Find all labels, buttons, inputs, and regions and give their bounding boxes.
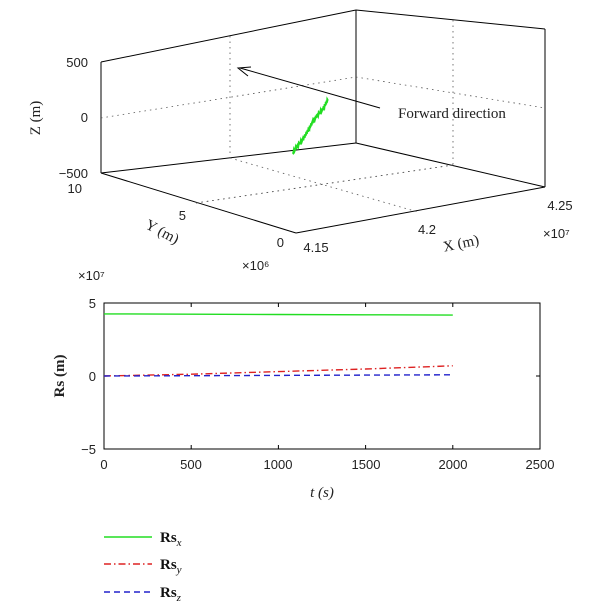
x-tick-label: 4.2 [418, 222, 436, 237]
x-tick-label: 4.25 [547, 198, 572, 213]
x-tick-label: 500 [180, 457, 202, 472]
y-tick-label: 5 [89, 296, 96, 311]
y-axis-label: Rs (m) [52, 355, 68, 398]
y-multiplier: ×10⁷ [78, 268, 105, 283]
legend-label-sub: y [176, 564, 182, 576]
forward-arrow [236, 66, 381, 109]
legend-label-sub: x [176, 537, 182, 549]
x-multiplier: ×10⁷ [543, 226, 570, 241]
legend-label-main: Rs [160, 530, 177, 546]
svg-text:Rsy: Rsy [160, 557, 182, 576]
x-tick-label: 0 [100, 457, 107, 472]
svg-text:Rsz: Rsz [160, 585, 182, 604]
y-tick-label: −5 [81, 442, 96, 457]
box-edge [355, 142, 546, 188]
x-tick-label: 1500 [352, 457, 381, 472]
trajectory-3d-line [292, 96, 329, 155]
legend-item-rs-x: Rsx [104, 530, 182, 549]
legend-item-rs-z: Rsz [104, 585, 182, 604]
x-tick-label: 1000 [264, 457, 293, 472]
series-rs-y-line [103, 365, 453, 377]
plot-3d: 500 0 −500 10 5 0 4.15 4.2 4.25 ×10⁷ ×10… [28, 9, 573, 273]
legend-label-main: Rs [160, 585, 177, 601]
x-tick-label: 2500 [526, 457, 555, 472]
box-edge [100, 9, 357, 63]
legend-label-main: Rs [160, 557, 177, 573]
legend-item-rs-y: Rsy [104, 557, 182, 576]
grid-3d [100, 20, 546, 213]
y-tick-label: 0 [277, 235, 284, 250]
z-tick-label: −500 [59, 166, 88, 181]
box-edge [100, 172, 297, 234]
y-tick-label: 5 [179, 208, 186, 223]
forward-direction-annotation: Forward direction [398, 106, 506, 122]
y-multiplier: ×10⁶ [242, 258, 269, 273]
y-axis-label: Y (m) [142, 217, 181, 248]
y-tick-label: 10 [68, 181, 82, 196]
x-axis-label: t (s) [310, 485, 334, 501]
box-edge [100, 142, 357, 174]
z-tick-label: 500 [66, 55, 88, 70]
series-rs-z-line [103, 374, 453, 377]
z-axis-label: Z (m) [28, 101, 44, 136]
x-axis-label: X (m) [442, 232, 481, 255]
z-tick-label: 0 [81, 110, 88, 125]
y-tick-label: 0 [89, 369, 96, 384]
box-edge [295, 186, 546, 234]
series-rs-x-line [103, 313, 453, 316]
legend-label-sub: z [176, 592, 182, 604]
svg-text:Rsx: Rsx [160, 530, 182, 549]
plot-2d: ×10⁷ 5 0 −5 0 500 1000 1500 2000 2500 Rs… [52, 268, 554, 501]
box-edge [355, 9, 546, 30]
box-frame [100, 9, 546, 234]
x-tick-label: 2000 [439, 457, 468, 472]
legend: Rsx Rsy Rsz [104, 530, 182, 604]
x-tick-label: 4.15 [303, 240, 328, 255]
